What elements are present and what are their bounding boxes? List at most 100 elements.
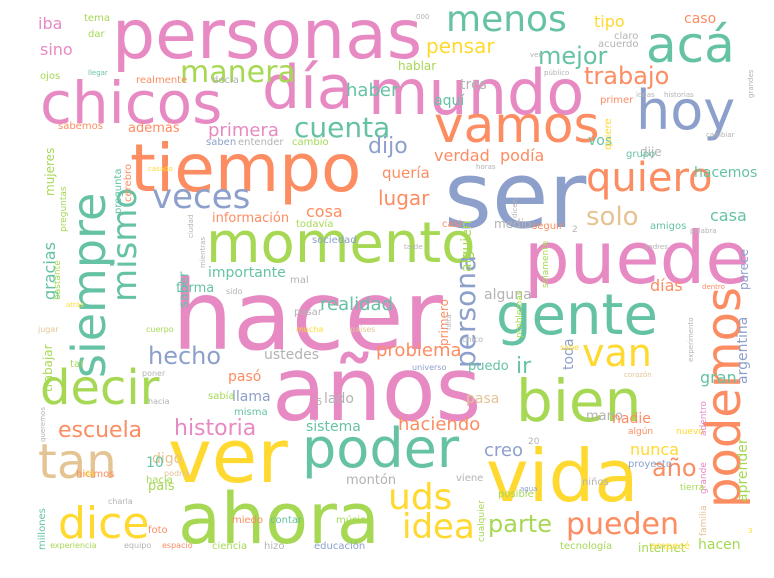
word: posible bbox=[498, 489, 534, 500]
word: decir bbox=[40, 360, 160, 416]
word: grandes bbox=[747, 69, 755, 98]
word: millones bbox=[37, 508, 48, 550]
word: momento bbox=[206, 211, 476, 276]
word: cosa bbox=[306, 202, 343, 221]
word: cuenta bbox=[294, 111, 391, 144]
word: adentro bbox=[699, 400, 709, 436]
word: realidad bbox=[320, 294, 393, 315]
word: solamente bbox=[541, 240, 551, 288]
word: poder bbox=[302, 417, 460, 480]
word: vida bbox=[486, 434, 639, 518]
word: hacer bbox=[172, 260, 443, 372]
word: aquí bbox=[434, 93, 465, 109]
word: pasó bbox=[228, 369, 262, 385]
word: primera bbox=[208, 120, 279, 141]
word: países bbox=[350, 325, 376, 334]
word: escuela bbox=[58, 418, 143, 443]
word: ustedes bbox=[264, 347, 320, 363]
word: ojos bbox=[40, 71, 61, 82]
word: espacio bbox=[162, 541, 193, 550]
word: experiencia bbox=[50, 541, 97, 550]
word: tal bbox=[70, 359, 83, 370]
word: llama bbox=[232, 389, 271, 405]
word: 20 bbox=[528, 437, 540, 447]
word: ven bbox=[530, 51, 543, 59]
word: hoy bbox=[636, 79, 736, 142]
word: nadie bbox=[612, 411, 651, 427]
word: vos bbox=[588, 133, 613, 149]
word: sabemos bbox=[58, 121, 103, 132]
word: agua bbox=[520, 485, 538, 493]
word: llegar bbox=[88, 69, 108, 77]
word: hacemos bbox=[694, 165, 758, 181]
word: tema bbox=[84, 13, 110, 24]
word: acá bbox=[646, 16, 735, 74]
word: decía bbox=[212, 75, 239, 86]
word: mal bbox=[290, 275, 309, 286]
word: realmente bbox=[136, 75, 188, 86]
word: hacen bbox=[698, 537, 741, 553]
word: saber bbox=[177, 271, 192, 308]
word: universo bbox=[412, 363, 447, 372]
word: grupo bbox=[626, 149, 656, 160]
word: mejor bbox=[538, 42, 608, 70]
word: argentina bbox=[735, 316, 751, 384]
word: sociedad bbox=[312, 235, 357, 246]
word: casi bbox=[442, 219, 462, 230]
word: dicen bbox=[511, 199, 519, 218]
word: quiero bbox=[586, 155, 713, 201]
word: corazón bbox=[624, 371, 652, 379]
word: pasa bbox=[466, 391, 500, 407]
word: sabía bbox=[208, 391, 235, 402]
word: casado bbox=[148, 165, 173, 173]
word: hecho bbox=[148, 342, 222, 370]
word: sistema bbox=[306, 419, 361, 435]
word: público bbox=[544, 69, 570, 77]
word: 5 bbox=[316, 397, 323, 408]
word: pensar bbox=[426, 34, 495, 58]
word: hizo bbox=[264, 541, 285, 552]
word: alguna bbox=[484, 287, 532, 303]
word: trabajar bbox=[41, 344, 55, 392]
word: educación bbox=[314, 541, 366, 552]
word: tan bbox=[38, 434, 117, 490]
word: problemas bbox=[515, 290, 525, 338]
word: quería bbox=[382, 164, 430, 182]
word: dar bbox=[88, 29, 105, 40]
word: importante bbox=[208, 265, 286, 281]
word: primer bbox=[600, 95, 634, 106]
word: días bbox=[650, 276, 683, 295]
word: familia bbox=[699, 505, 709, 536]
word: forma bbox=[176, 281, 215, 296]
word: poner bbox=[142, 369, 166, 378]
word: alguien bbox=[459, 220, 475, 272]
word: vamos bbox=[434, 96, 600, 154]
word: tres bbox=[460, 77, 487, 93]
word: cualquier bbox=[477, 500, 487, 542]
word: gente bbox=[496, 283, 658, 348]
word: cambiar bbox=[706, 131, 735, 139]
word: 3 bbox=[748, 527, 753, 535]
word: mujeres bbox=[43, 147, 57, 196]
word: digo bbox=[152, 451, 183, 467]
word: chico bbox=[462, 335, 483, 344]
word: verdad bbox=[434, 146, 490, 165]
word: puedo bbox=[468, 359, 509, 374]
word: trabajo bbox=[584, 62, 670, 90]
word: manera bbox=[180, 55, 296, 90]
word: chicos bbox=[40, 69, 223, 137]
word: solo bbox=[586, 202, 639, 232]
word: empecé bbox=[650, 541, 691, 552]
word: iba bbox=[38, 14, 63, 33]
word: hicimos bbox=[76, 469, 115, 480]
word: hablar bbox=[398, 59, 437, 73]
word: hacia bbox=[148, 397, 170, 406]
word: equipo bbox=[124, 541, 152, 550]
word: idea bbox=[402, 507, 475, 547]
word: algún bbox=[628, 427, 654, 437]
word: creo bbox=[484, 440, 523, 461]
word: niños bbox=[582, 477, 609, 488]
word: pueden bbox=[566, 507, 680, 542]
word: tiempo bbox=[130, 130, 362, 207]
word: ser bbox=[444, 142, 587, 249]
